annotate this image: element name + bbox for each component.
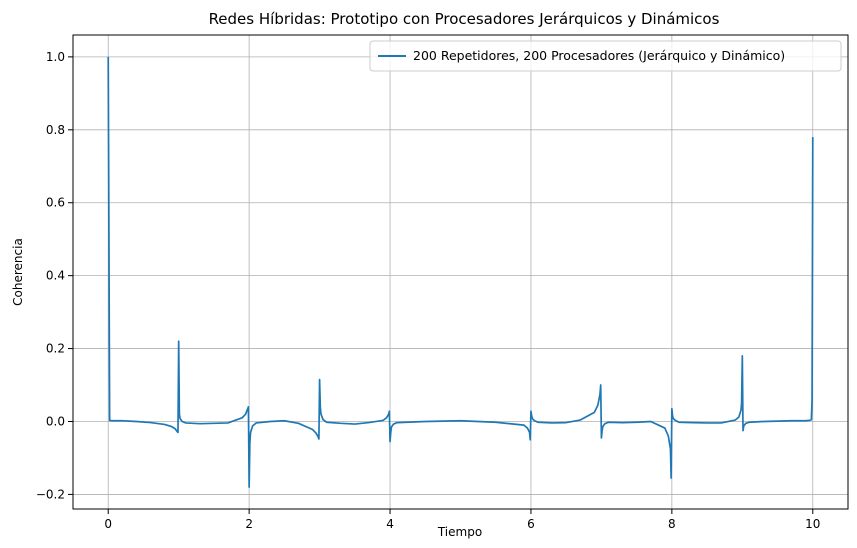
chart-title: Redes Híbridas: Prototipo con Procesador…	[209, 10, 720, 28]
y-tick-label: 0.6	[46, 196, 65, 210]
y-tick-label: 0.8	[46, 123, 65, 137]
y-tick-label: 0.0	[46, 414, 65, 428]
x-tick-label: 10	[805, 517, 820, 531]
y-tick-label: 0.2	[46, 342, 65, 356]
x-tick-label: 8	[668, 517, 676, 531]
series-line	[107, 56, 814, 488]
legend-entry-label: 200 Repetidores, 200 Procesadores (Jerár…	[413, 48, 785, 63]
legend-box	[369, 40, 842, 72]
x-tick-label: 6	[527, 517, 535, 531]
series-lines	[107, 56, 814, 488]
x-tick-label: 2	[245, 517, 253, 531]
grid	[73, 35, 848, 509]
y-tick-label: 1.0	[46, 50, 65, 64]
plot-frame	[72, 34, 849, 510]
y-axis-label: Coherencia	[11, 238, 25, 306]
x-axis-label: Tiempo	[437, 525, 482, 539]
axis-ticks: 0 2 4 6 8 10 −0.2 0.0 0.2 0.4 0.6 0.8 1.0	[36, 50, 821, 531]
legend: 200 Repetidores, 200 Procesadores (Jerár…	[369, 40, 842, 72]
y-tick-label: 0.4	[46, 269, 65, 283]
x-tick-label: 4	[386, 517, 394, 531]
x-tick-label: 0	[104, 517, 112, 531]
y-tick-label: −0.2	[36, 487, 65, 501]
